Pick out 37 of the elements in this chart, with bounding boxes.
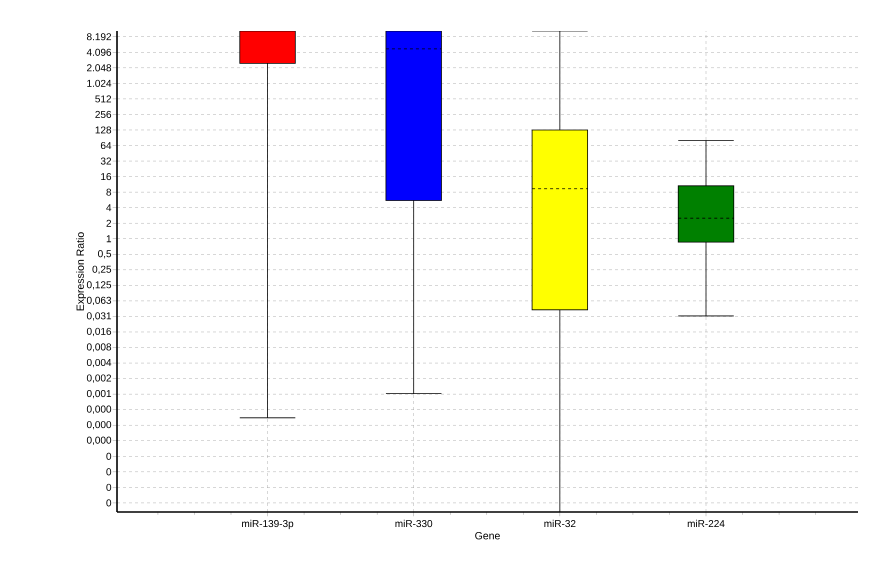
y-tick-label: 8 [106, 188, 112, 196]
x-tick-label: miR-32 [544, 520, 576, 528]
x-axis-title: Gene [475, 532, 500, 540]
y-tick-label: 32 [100, 158, 112, 165]
y-tick-label: 512 [95, 95, 112, 102]
y-tick-label: 0,004 [86, 358, 112, 368]
x-tick-label: miR-139-3p [242, 520, 294, 530]
y-tick-label: 0 [106, 468, 112, 476]
x-tick-label: miR-224 [688, 520, 725, 528]
y-tick-label: 0,000 [86, 436, 112, 445]
y-tick-label: 4 [106, 204, 112, 212]
y-tick-label: 0,000 [86, 421, 112, 430]
y-tick-label: 0,008 [86, 343, 112, 352]
y-tick-label: 0,031 [86, 312, 112, 321]
y-tick-label: 0,063 [86, 296, 112, 306]
x-tick-label: miR-330 [395, 520, 432, 528]
y-tick-label: 64 [100, 142, 112, 150]
y-tick-label: 128 [96, 126, 112, 134]
y-tick-label: 1.024 [87, 80, 112, 87]
y-tick-label: 0,002 [86, 374, 112, 383]
y-tick-label: 2.048 [87, 64, 112, 72]
y-tick-label: 0,000 [86, 406, 112, 414]
y-tick-label: 8.192 [86, 33, 112, 40]
y-tick-label: 1 [106, 235, 112, 242]
y-tick-label: 0,25 [92, 266, 112, 274]
y-tick-label: 2 [106, 220, 112, 227]
y-tick-label: 0 [106, 452, 112, 460]
y-tick-label: 16 [101, 173, 112, 180]
y-tick-label: 0 [106, 499, 112, 506]
y-axis-title: Expression Ratio [76, 232, 86, 310]
y-tick-label: 0,125 [86, 281, 112, 290]
y-tick-label: 4.096 [86, 48, 112, 56]
y-tick-label: 0,001 [86, 390, 112, 398]
y-tick-label: 0,5 [98, 250, 112, 258]
y-tick-label: 0 [106, 484, 112, 491]
y-tick-label: 0,016 [86, 328, 112, 336]
y-tick-label: 256 [95, 110, 112, 118]
